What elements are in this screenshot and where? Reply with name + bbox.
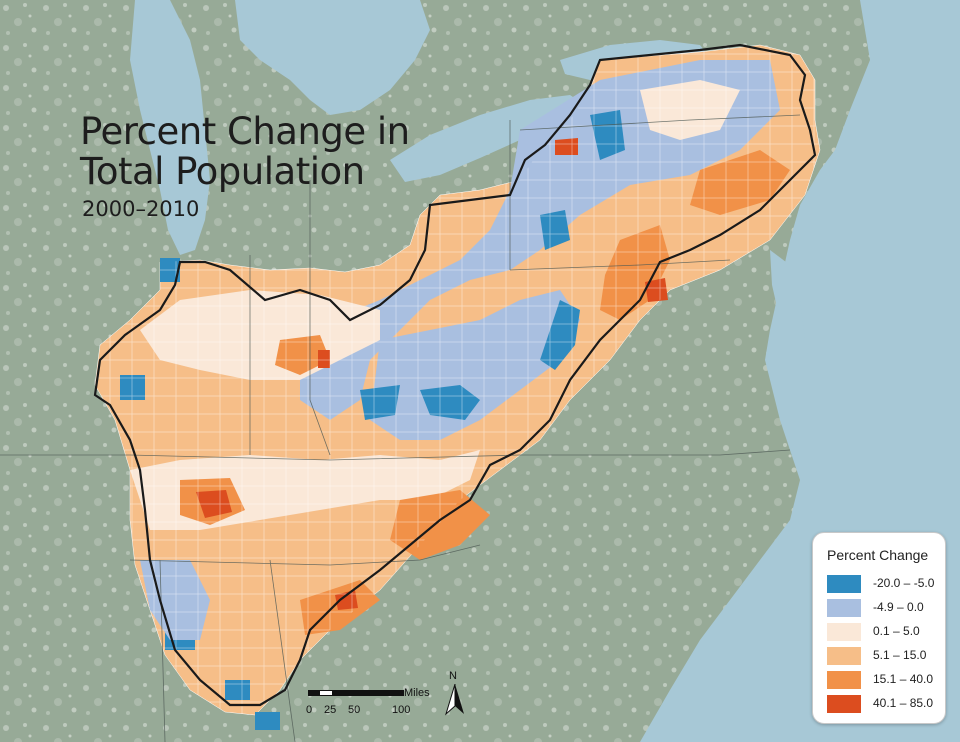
legend-row: 15.1 – 40.0 bbox=[827, 671, 942, 689]
legend-swatch bbox=[827, 575, 861, 593]
legend-swatch bbox=[827, 695, 861, 713]
legend-row: -20.0 – -5.0 bbox=[827, 575, 942, 593]
legend-row: 40.1 – 85.0 bbox=[827, 695, 942, 713]
north-arrow: N bbox=[444, 670, 466, 716]
scale-tick: 50 bbox=[348, 704, 361, 716]
map-title-line1: Percent Change in bbox=[80, 110, 410, 153]
legend-row: 0.1 – 5.0 bbox=[827, 623, 942, 641]
legend-label: -20.0 – -5.0 bbox=[873, 576, 935, 590]
legend-label: 5.1 – 15.0 bbox=[873, 648, 927, 662]
map-title-line2: Total Population bbox=[80, 150, 365, 193]
lake-erie bbox=[390, 95, 585, 182]
legend-row: -4.9 – 0.0 bbox=[827, 599, 942, 617]
legend-swatch bbox=[827, 599, 861, 617]
lake-michigan bbox=[130, 0, 210, 255]
north-label: N bbox=[449, 670, 457, 682]
legend-label: 15.1 – 40.0 bbox=[873, 672, 934, 686]
scale-tick: 0 bbox=[306, 704, 313, 716]
scale-segment bbox=[308, 690, 320, 696]
scale-segment bbox=[320, 690, 332, 696]
scale-tick: 100 bbox=[392, 704, 411, 716]
appalachian-boundary bbox=[93, 43, 817, 707]
north-arrow-icon bbox=[445, 684, 464, 716]
scale-bar: Miles 0 25 50 100 bbox=[306, 687, 430, 720]
map-title: Percent Change in Total Population bbox=[80, 112, 410, 192]
chesapeake-bay bbox=[770, 250, 825, 420]
scale-unit: Miles bbox=[404, 687, 430, 699]
lake-huron bbox=[235, 0, 430, 115]
legend-label: 0.1 – 5.0 bbox=[873, 624, 920, 638]
map-subtitle: 2000–2010 bbox=[82, 197, 200, 221]
legend-row: 5.1 – 15.0 bbox=[827, 647, 942, 665]
legend-swatch bbox=[827, 671, 861, 689]
legend-title: Percent Change bbox=[827, 547, 929, 563]
legend-swatch bbox=[827, 623, 861, 641]
legend: Percent Change -20.0 – -5.0 -4.9 – 0.0 0… bbox=[812, 532, 946, 724]
scale-tick: 25 bbox=[324, 704, 337, 716]
legend-label: 40.1 – 85.0 bbox=[873, 696, 934, 710]
legend-label: -4.9 – 0.0 bbox=[873, 600, 924, 614]
scale-segment bbox=[356, 690, 404, 696]
scale-segment bbox=[332, 690, 356, 696]
legend-swatch bbox=[827, 647, 861, 665]
study-region bbox=[94, 44, 821, 730]
